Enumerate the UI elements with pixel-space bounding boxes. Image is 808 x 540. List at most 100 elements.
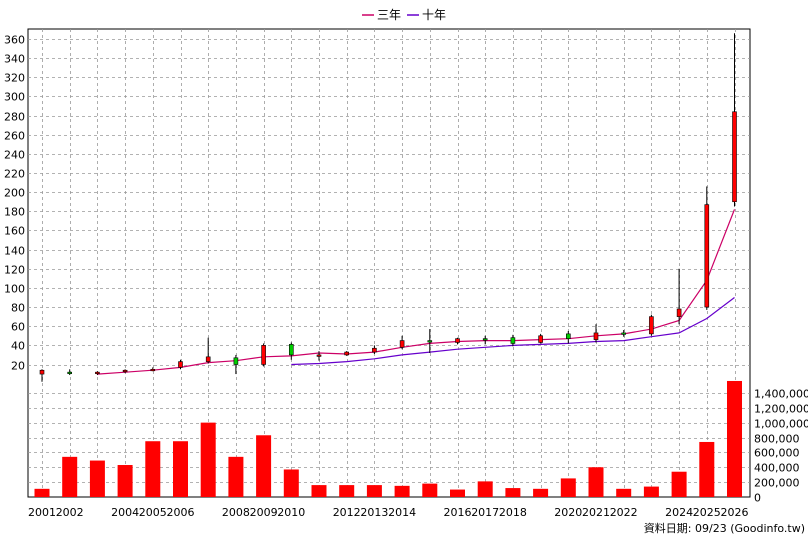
volume-bar xyxy=(283,469,299,497)
volume-bar xyxy=(117,465,133,497)
year-label: 2002 xyxy=(56,506,84,519)
volume-tick-label: 1,400,000 xyxy=(754,388,808,401)
candle-body xyxy=(704,204,710,308)
volume-bar xyxy=(200,422,216,497)
candle-body xyxy=(233,357,239,365)
volume-bar xyxy=(505,488,521,497)
volume-bar xyxy=(727,380,742,497)
volume-bar xyxy=(228,456,244,497)
candle-body xyxy=(482,338,488,341)
year-label: 2004 xyxy=(111,506,139,519)
legend-label-ma3: 三年 xyxy=(377,8,401,22)
year-label: 2016 xyxy=(444,506,472,519)
candle-body xyxy=(178,361,183,368)
candle-body xyxy=(621,332,627,335)
price-tick-label: 120 xyxy=(4,264,25,277)
volume-bar xyxy=(422,483,438,497)
candle-body xyxy=(150,368,156,372)
candle-body xyxy=(288,344,294,356)
volume-bar xyxy=(256,435,272,497)
volume-bar xyxy=(699,441,715,497)
candle-body xyxy=(427,340,433,343)
candle-body xyxy=(205,356,211,362)
volume-bar xyxy=(89,460,105,497)
candle-body xyxy=(649,316,654,335)
year-label: 2012 xyxy=(333,506,361,519)
volume-bar xyxy=(366,485,382,497)
candle-body xyxy=(316,354,322,357)
price-tick-label: 80 xyxy=(11,302,25,315)
price-tick-label: 360 xyxy=(4,34,25,47)
price-tick-label: 200 xyxy=(4,187,25,200)
candle-body xyxy=(455,338,460,343)
candle-body xyxy=(565,333,571,339)
candle-body xyxy=(67,371,72,374)
volume-bar xyxy=(311,485,327,497)
data-date-credit: 資料日期: 09/23 (Goodinfo.tw) xyxy=(644,521,805,535)
year-label: 2017 xyxy=(471,506,499,519)
volume-bar xyxy=(145,441,161,497)
year-label: 2005 xyxy=(139,506,167,519)
price-tick-label: 320 xyxy=(4,72,25,85)
price-tick-label: 260 xyxy=(4,130,25,143)
ma3-line xyxy=(97,209,736,375)
year-label: 2009 xyxy=(250,506,278,519)
volume-tick-label: 600,000 xyxy=(754,447,800,460)
volume-bar xyxy=(671,471,687,497)
volume-tick-label: 800,000 xyxy=(754,433,800,446)
candle-body xyxy=(510,337,516,344)
volume-tick-label: 200,000 xyxy=(754,477,800,490)
price-tick-label: 160 xyxy=(4,225,25,238)
year-label: 2008 xyxy=(222,506,250,519)
candle-body xyxy=(39,369,45,375)
price-tick-label: 220 xyxy=(4,168,25,181)
volume-bar xyxy=(62,456,78,497)
price-tick-label: 180 xyxy=(4,206,25,219)
candle-body xyxy=(399,340,405,348)
volume-tick-label: 0 xyxy=(754,492,761,505)
volume-bar xyxy=(533,488,549,497)
grid xyxy=(27,28,751,498)
volume-bar xyxy=(560,478,576,497)
volume-bar xyxy=(394,485,410,497)
candle-body xyxy=(122,369,128,373)
volume-bar xyxy=(34,488,50,497)
year-label: 2024 xyxy=(665,506,693,519)
year-label: 2025 xyxy=(693,506,721,519)
price-tick-label: 240 xyxy=(4,149,25,162)
plot-frame xyxy=(27,28,751,498)
price-tick-label: 100 xyxy=(4,283,25,296)
candle-body xyxy=(344,351,350,356)
price-tick-label: 300 xyxy=(4,91,25,104)
year-label: 2022 xyxy=(610,506,638,519)
candle-body xyxy=(95,371,100,374)
candle-body xyxy=(538,335,543,343)
candle-body xyxy=(676,308,682,317)
volume-tick-label: 400,000 xyxy=(754,462,800,475)
volume-bar xyxy=(616,488,632,497)
legend-label-ma10: 十年 xyxy=(422,8,446,22)
year-label: 2013 xyxy=(360,506,388,519)
axes: 2040608010012014016018020022024026028030… xyxy=(4,34,808,520)
year-label: 2006 xyxy=(167,506,195,519)
volume-tick-label: 1,200,000 xyxy=(754,403,808,416)
candle-body xyxy=(372,347,377,353)
year-label: 2021 xyxy=(582,506,610,519)
year-label: 2026 xyxy=(721,506,749,519)
candle-body xyxy=(593,332,599,340)
price-tick-label: 40 xyxy=(11,340,25,353)
price-tick-label: 280 xyxy=(4,111,25,124)
volume-bar xyxy=(450,489,465,497)
candlesticks xyxy=(39,33,737,382)
price-tick-label: 60 xyxy=(11,321,25,334)
volume-tick-label: 1,000,000 xyxy=(754,418,808,431)
volume-bar xyxy=(477,481,493,497)
candle-body xyxy=(261,345,266,365)
volume-bar xyxy=(588,467,604,497)
price-tick-label: 140 xyxy=(4,245,25,258)
year-label: 2014 xyxy=(388,506,416,519)
year-label: 2010 xyxy=(277,506,305,519)
volume-bars xyxy=(34,380,742,497)
price-tick-label: 340 xyxy=(4,53,25,66)
